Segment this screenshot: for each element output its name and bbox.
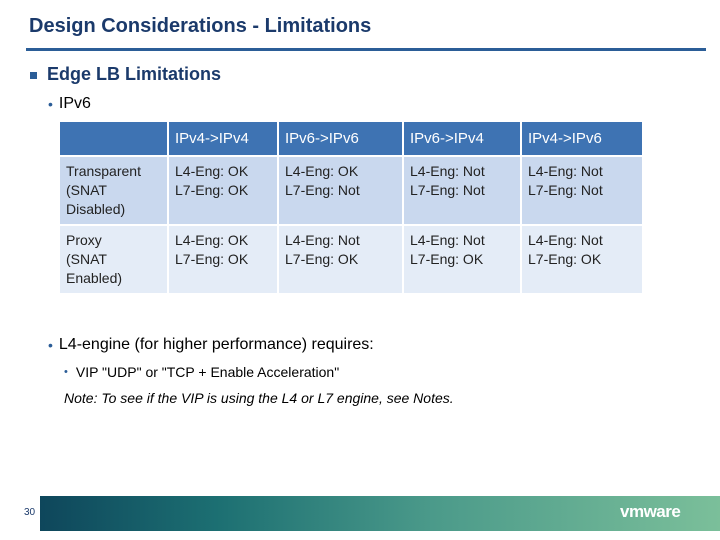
bullet-l4-engine: • L4-engine (for higher performance) req… bbox=[48, 336, 374, 354]
cell-line: L7-Eng: OK bbox=[528, 251, 602, 267]
cell-line: (SNAT bbox=[66, 251, 107, 267]
limitations-table: IPv4->IPv4 IPv6->IPv6 IPv6->IPv4 IPv4->I… bbox=[58, 120, 644, 295]
bullet-l4-engine-text: L4-engine (for higher performance) requi… bbox=[58, 336, 374, 353]
table-header-cell: IPv6->IPv4 bbox=[404, 122, 520, 155]
table-row: Transparent (SNAT Disabled) L4-Eng: OK L… bbox=[60, 157, 642, 224]
cell-line: L7-Eng: OK bbox=[285, 251, 359, 267]
table-cell: L4-Eng: Not L7-Eng: Not bbox=[522, 157, 642, 224]
table-cell: L4-Eng: OK L7-Eng: OK bbox=[169, 226, 277, 293]
table-cell: L4-Eng: Not L7-Eng: OK bbox=[522, 226, 642, 293]
cell-line: L7-Eng: Not bbox=[528, 182, 603, 198]
footer-page-area bbox=[0, 496, 40, 531]
sub-bullet-vip-text: VIP "UDP" or "TCP + Enable Acceleration" bbox=[75, 364, 340, 380]
vmware-logo: vmware bbox=[620, 502, 681, 521]
dot-bullet-icon: • bbox=[48, 337, 53, 353]
table-cell: L4-Eng: Not L7-Eng: Not bbox=[404, 157, 520, 224]
cell-line: L4-Eng: Not bbox=[528, 232, 603, 248]
bullet-edge-lb-text: Edge LB Limitations bbox=[47, 64, 222, 84]
cell-line: L4-Eng: Not bbox=[528, 163, 603, 179]
table-cell: L4-Eng: Not L7-Eng: OK bbox=[404, 226, 520, 293]
dot-bullet-icon: • bbox=[64, 366, 68, 378]
row-label-transparent: Transparent (SNAT Disabled) bbox=[60, 157, 167, 224]
table-header-cell: IPv4->IPv6 bbox=[522, 122, 642, 155]
table-header-cell: IPv4->IPv4 bbox=[169, 122, 277, 155]
cell-line: L7-Eng: OK bbox=[410, 251, 484, 267]
table-row: Proxy (SNAT Enabled) L4-Eng: OK L7-Eng: … bbox=[60, 226, 642, 293]
cell-line: L4-Eng: Not bbox=[410, 163, 485, 179]
title-divider bbox=[26, 48, 706, 51]
square-bullet-icon bbox=[30, 71, 37, 79]
cell-line: Disabled) bbox=[66, 201, 126, 217]
table-header-row: IPv4->IPv4 IPv6->IPv6 IPv6->IPv4 IPv4->I… bbox=[60, 122, 642, 155]
page-number: 30 bbox=[24, 507, 36, 518]
cell-line: L4-Eng: OK bbox=[285, 163, 359, 179]
row-label-proxy: Proxy (SNAT Enabled) bbox=[60, 226, 167, 293]
cell-line: L7-Eng: OK bbox=[175, 251, 249, 267]
cell-line: L4-Eng: Not bbox=[410, 232, 485, 248]
cell-line: L4-Eng: Not bbox=[285, 232, 360, 248]
cell-line: Transparent bbox=[66, 163, 141, 179]
table-header-cell: IPv6->IPv6 bbox=[279, 122, 402, 155]
bullet-edge-lb: Edge LB Limitations bbox=[30, 64, 221, 85]
cell-line: L7-Eng: Not bbox=[285, 182, 360, 198]
table-cell: L4-Eng: OK L7-Eng: Not bbox=[279, 157, 402, 224]
cell-line: L7-Eng: Not bbox=[410, 182, 485, 198]
cell-line: L7-Eng: OK bbox=[175, 182, 249, 198]
cell-line: L4-Eng: OK bbox=[175, 232, 249, 248]
cell-line: Enabled) bbox=[66, 270, 123, 286]
footer-bar bbox=[0, 496, 720, 531]
slide-title: Design Considerations - Limitations bbox=[29, 15, 372, 37]
cell-line: L4-Eng: OK bbox=[175, 163, 249, 179]
table-cell: L4-Eng: OK L7-Eng: OK bbox=[169, 157, 277, 224]
bullet-ipv6: • IPv6 bbox=[48, 95, 91, 113]
notes-text: Note: To see if the VIP is using the L4 … bbox=[64, 390, 454, 406]
table-header-cell bbox=[60, 122, 167, 155]
dot-bullet-icon: • bbox=[48, 96, 53, 112]
sub-bullet-vip: • VIP "UDP" or "TCP + Enable Acceleratio… bbox=[64, 364, 339, 380]
cell-line: Proxy bbox=[66, 232, 102, 248]
bullet-ipv6-text: IPv6 bbox=[58, 95, 91, 112]
cell-line: (SNAT bbox=[66, 182, 107, 198]
table-cell: L4-Eng: Not L7-Eng: OK bbox=[279, 226, 402, 293]
